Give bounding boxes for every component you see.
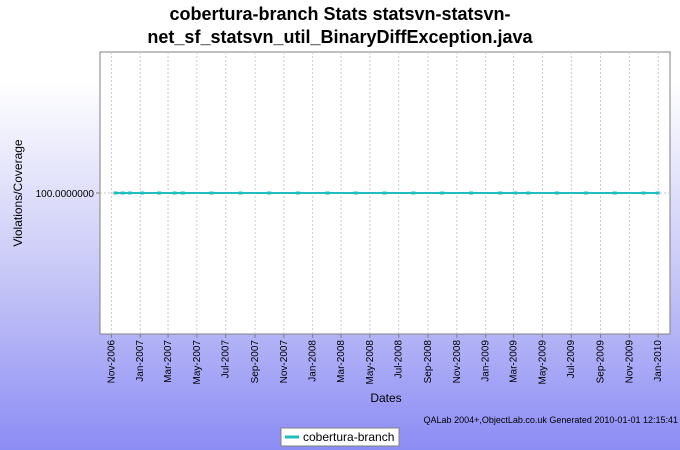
x-tick-label: Nov-2006	[106, 340, 117, 384]
data-point	[641, 191, 646, 195]
data-point	[655, 191, 660, 195]
legend: cobertura-branch	[280, 427, 400, 447]
x-axis-ticks: Nov-2006 Jan-2007 Mar-2007 May-2007 Jul-2007…	[106, 334, 664, 384]
data-point	[157, 191, 162, 195]
x-tick-label: Jan-2009	[481, 340, 492, 382]
x-tick-label: Jul-2009	[566, 340, 577, 379]
x-tick-label: Jan-2008	[308, 340, 319, 382]
x-tick-label: Nov-2007	[279, 340, 290, 384]
data-point	[498, 191, 503, 195]
data-point	[120, 191, 125, 195]
data-point	[555, 191, 560, 195]
data-point	[296, 191, 301, 195]
data-point	[440, 191, 445, 195]
x-tick-label: Sep-2009	[596, 340, 607, 384]
chart-title-line2: net_sf_statsvn_util_BinaryDiffException.…	[147, 27, 533, 47]
y-tick-label: 100.0000000	[36, 189, 95, 200]
data-point	[127, 191, 132, 195]
series-layer	[113, 191, 660, 195]
x-tick-label: Jan-2010	[653, 340, 664, 382]
data-point	[113, 191, 118, 195]
x-tick-label: Nov-2009	[624, 340, 635, 384]
x-tick-label: Mar-2009	[509, 340, 520, 383]
x-tick-label: Nov-2008	[452, 340, 463, 384]
y-axis-ticks: 100.0000000	[36, 189, 100, 200]
legend-box	[280, 427, 400, 447]
data-point	[612, 191, 617, 195]
y-axis-label: Violations/Coverage	[11, 139, 25, 247]
data-point	[140, 191, 145, 195]
data-point	[209, 191, 214, 195]
data-point	[583, 191, 588, 195]
data-point	[469, 191, 474, 195]
footer-credit: QALab 2004+,ObjectLab.co.uk Generated 20…	[424, 415, 678, 425]
data-point	[526, 191, 531, 195]
chart-title-line1: cobertura-branch Stats statsvn-statsvn-	[169, 4, 510, 24]
x-tick-label: Mar-2008	[336, 340, 347, 383]
x-tick-label: May-2008	[365, 340, 376, 385]
data-point	[411, 191, 416, 195]
x-tick-label: Jul-2007	[221, 340, 232, 379]
legend-label: cobertura-branch	[303, 430, 394, 444]
x-tick-label: May-2009	[537, 340, 548, 385]
data-point	[238, 191, 243, 195]
x-axis-label: Dates	[370, 391, 401, 405]
x-tick-label: Sep-2008	[423, 340, 434, 384]
x-tick-label: Jul-2008	[394, 340, 405, 379]
data-point	[353, 191, 358, 195]
data-point	[180, 191, 185, 195]
data-point	[172, 191, 177, 195]
data-point	[325, 191, 330, 195]
x-tick-label: Jan-2007	[135, 340, 146, 382]
x-tick-label: May-2007	[192, 340, 203, 385]
x-tick-label: Mar-2007	[163, 340, 174, 383]
data-point	[382, 191, 387, 195]
data-point	[267, 191, 272, 195]
data-point	[513, 191, 518, 195]
x-tick-label: Sep-2007	[250, 340, 261, 384]
